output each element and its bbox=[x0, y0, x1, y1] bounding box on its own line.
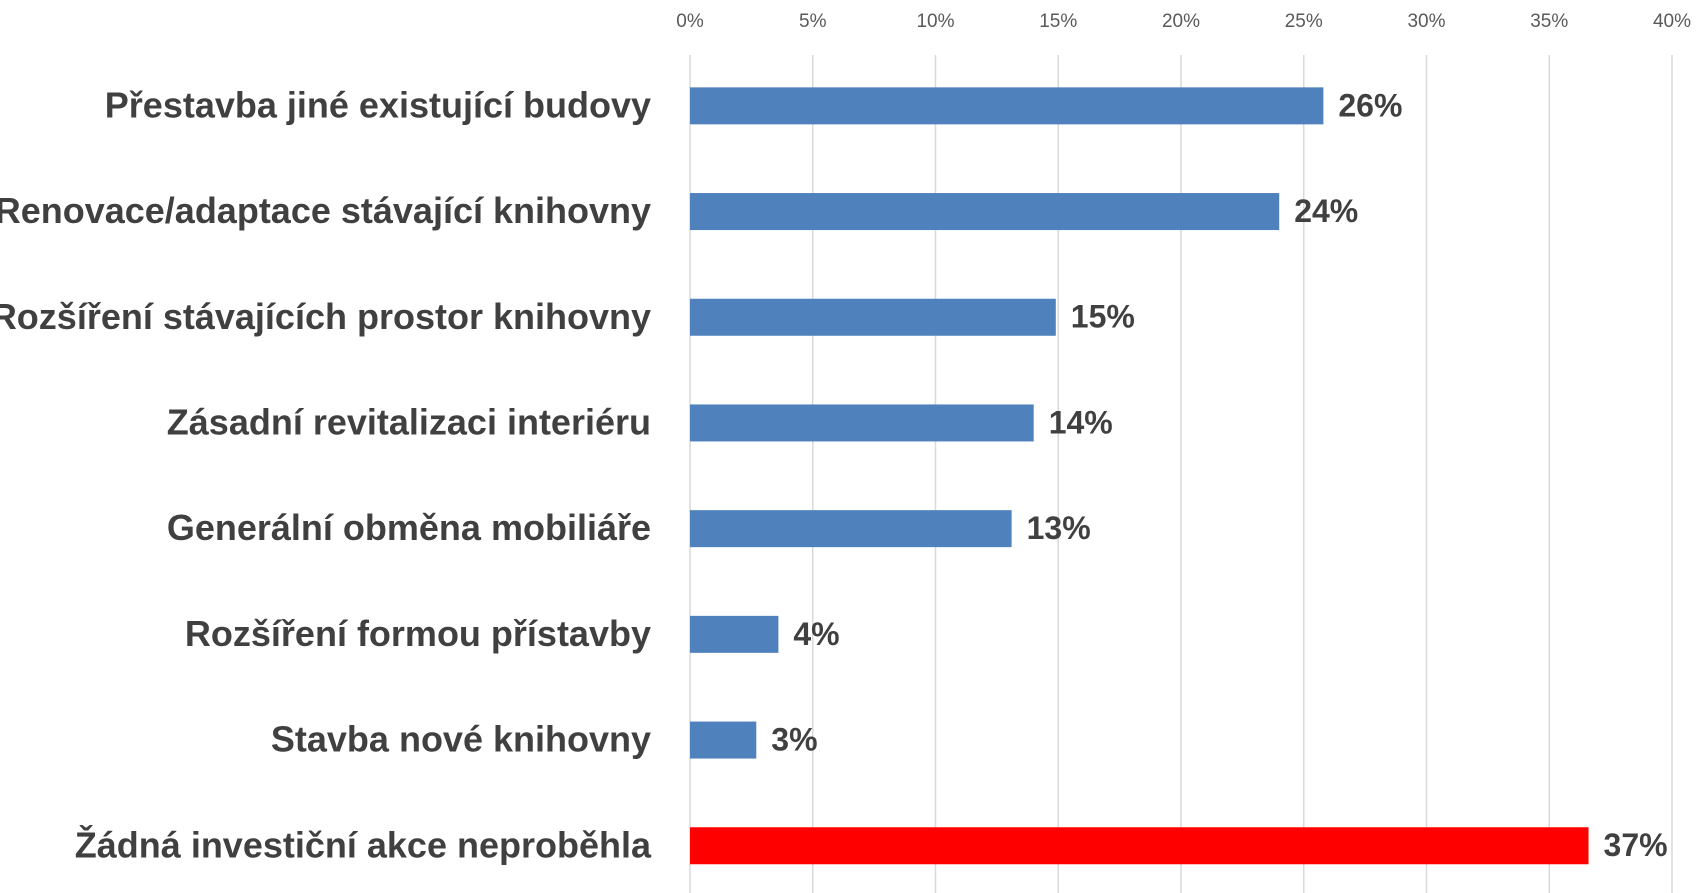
category-label: Rozšíření formou přístavby bbox=[185, 613, 651, 654]
bar bbox=[690, 827, 1589, 865]
x-tick-label: 0% bbox=[676, 11, 704, 32]
data-label: 14% bbox=[1049, 404, 1113, 440]
x-tick-label: 40% bbox=[1653, 11, 1691, 32]
category-label: Renovace/adaptace stávající knihovny bbox=[0, 190, 651, 231]
x-tick-label: 30% bbox=[1407, 11, 1445, 32]
data-label: 4% bbox=[793, 616, 839, 652]
bar bbox=[690, 404, 1034, 442]
data-label: 3% bbox=[771, 722, 817, 758]
bar bbox=[690, 193, 1280, 231]
bar bbox=[690, 615, 779, 653]
category-label: Zásadní revitalizaci interiéru bbox=[167, 401, 651, 442]
x-tick-label: 10% bbox=[916, 11, 954, 32]
x-tick-label: 5% bbox=[799, 11, 827, 32]
data-label: 24% bbox=[1294, 193, 1358, 229]
x-tick-label: 35% bbox=[1530, 11, 1568, 32]
category-label: Rozšíření stávajících prostor knihovny bbox=[0, 296, 651, 337]
bar bbox=[690, 721, 757, 759]
category-label: Stavba nové knihovny bbox=[271, 719, 651, 760]
x-tick-label: 25% bbox=[1285, 11, 1323, 32]
category-label: Žádná investiční akce neproběhla bbox=[75, 823, 652, 865]
category-label: Přestavba jiné existující budovy bbox=[105, 84, 651, 125]
data-label: 13% bbox=[1027, 510, 1091, 546]
data-label: 26% bbox=[1338, 87, 1402, 123]
data-label: 15% bbox=[1071, 299, 1135, 335]
bar bbox=[690, 298, 1056, 336]
x-tick-label: 15% bbox=[1039, 11, 1077, 32]
bar bbox=[690, 87, 1324, 125]
x-tick-label: 20% bbox=[1162, 11, 1200, 32]
bar bbox=[690, 510, 1012, 548]
data-label: 37% bbox=[1604, 827, 1668, 863]
category-label: Generální obměna mobiliáře bbox=[167, 507, 651, 548]
